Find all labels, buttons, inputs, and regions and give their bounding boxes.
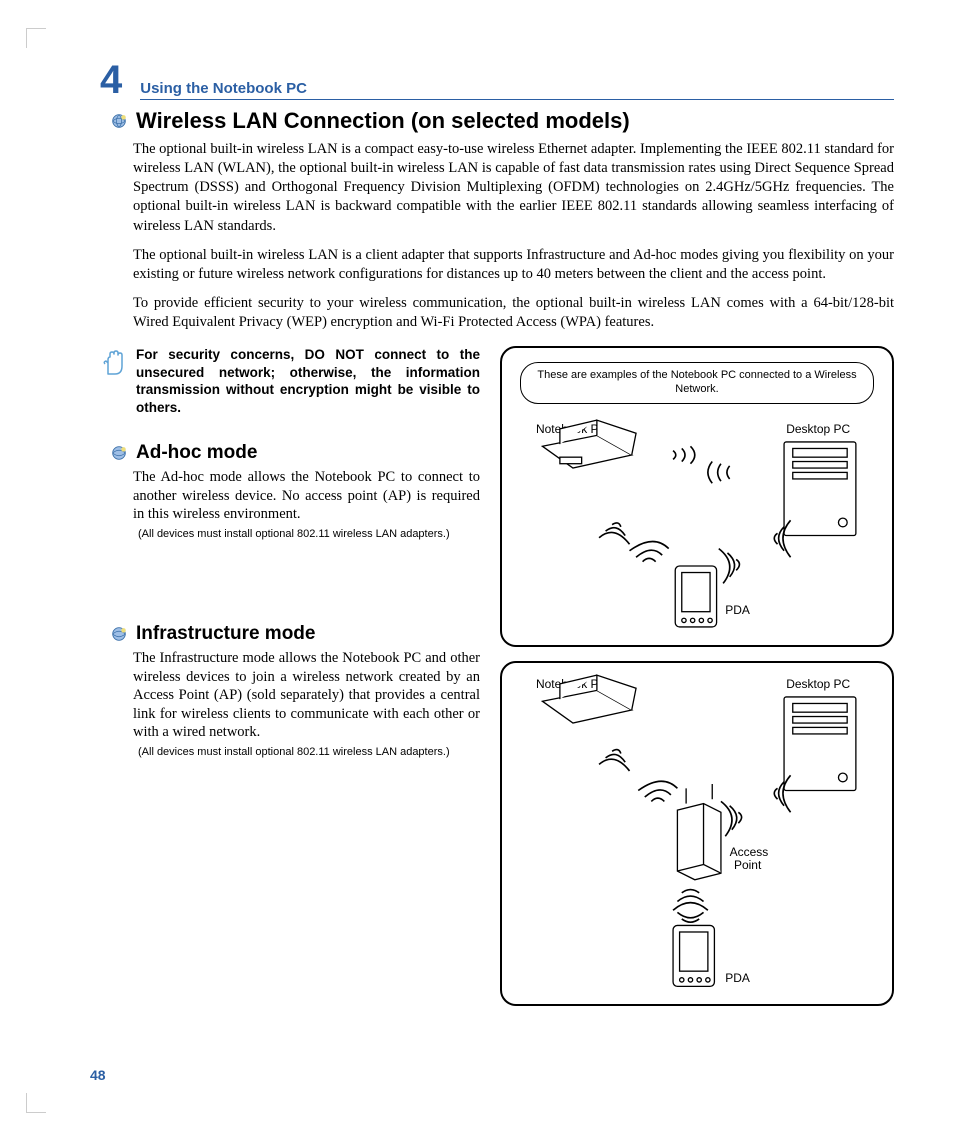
- right-column: These are examples of the Notebook PC co…: [500, 346, 894, 1020]
- wave-icon: [599, 750, 677, 802]
- adhoc-title: Ad-hoc mode: [136, 442, 257, 464]
- page-number: 48: [90, 1067, 106, 1083]
- label-pda: PDA: [725, 603, 750, 617]
- adhoc-header: Ad-hoc mode: [110, 442, 480, 464]
- access-point-icon: [677, 784, 721, 880]
- warning-text: For security concerns, DO NOT connect to…: [136, 346, 480, 416]
- desktop-icon: [784, 697, 856, 791]
- adhoc-body: The Ad-hoc mode allows the Notebook PC t…: [133, 468, 480, 524]
- adhoc-note: (All devices must install optional 802.1…: [138, 528, 480, 541]
- pda-icon: [675, 566, 716, 627]
- desktop-icon: [784, 442, 856, 536]
- chapter-title: Using the Notebook PC: [140, 80, 894, 100]
- infra-body: The Infrastructure mode allows the Noteb…: [133, 649, 480, 742]
- chapter-number: 4: [100, 60, 122, 100]
- paragraph-2: The optional built-in wireless LAN is a …: [133, 246, 894, 284]
- label-ap: AccessPoint: [730, 845, 769, 872]
- wave-icon: [719, 520, 791, 583]
- infra-note: (All devices must install optional 802.1…: [138, 746, 480, 759]
- label-pda: PDA: [725, 971, 750, 985]
- globe-icon: [110, 625, 128, 643]
- pda-icon: [673, 926, 714, 987]
- adhoc-diagram: These are examples of the Notebook PC co…: [500, 346, 894, 647]
- hand-stop-icon: [100, 348, 126, 376]
- label-desktop: Desktop PC: [786, 422, 850, 436]
- two-column-layout: For security concerns, DO NOT connect to…: [100, 346, 894, 1020]
- diagram-caption: These are examples of the Notebook PC co…: [520, 362, 874, 404]
- warning-block: For security concerns, DO NOT connect to…: [100, 346, 480, 416]
- infra-header: Infrastructure mode: [110, 623, 480, 645]
- adhoc-diagram-svg: Notebook PC Desktop PC PDA: [512, 418, 882, 636]
- wave-icon: [721, 776, 791, 837]
- page-content: 4 Using the Notebook PC Wireless LAN Con…: [0, 0, 954, 1141]
- paragraph-1: The optional built-in wireless LAN is a …: [133, 140, 894, 236]
- wave-icon: [599, 523, 669, 562]
- infra-diagram: Notebook PC Desktop PC AccessPoint PDA: [500, 661, 894, 1006]
- infra-diagram-svg: Notebook PC Desktop PC AccessPoint PDA: [512, 673, 882, 994]
- wave-icon: [673, 446, 730, 483]
- chapter-header: 4 Using the Notebook PC: [100, 60, 894, 100]
- infra-title: Infrastructure mode: [136, 623, 315, 645]
- label-desktop: Desktop PC: [786, 678, 850, 692]
- globe-icon: [110, 112, 128, 130]
- section-title: Wireless LAN Connection (on selected mod…: [136, 108, 630, 134]
- paragraph-3: To provide efficient security to your wi…: [133, 294, 894, 332]
- left-column: For security concerns, DO NOT connect to…: [100, 346, 480, 1020]
- section-header: Wireless LAN Connection (on selected mod…: [110, 108, 894, 134]
- globe-icon: [110, 444, 128, 462]
- wave-icon: [673, 890, 708, 923]
